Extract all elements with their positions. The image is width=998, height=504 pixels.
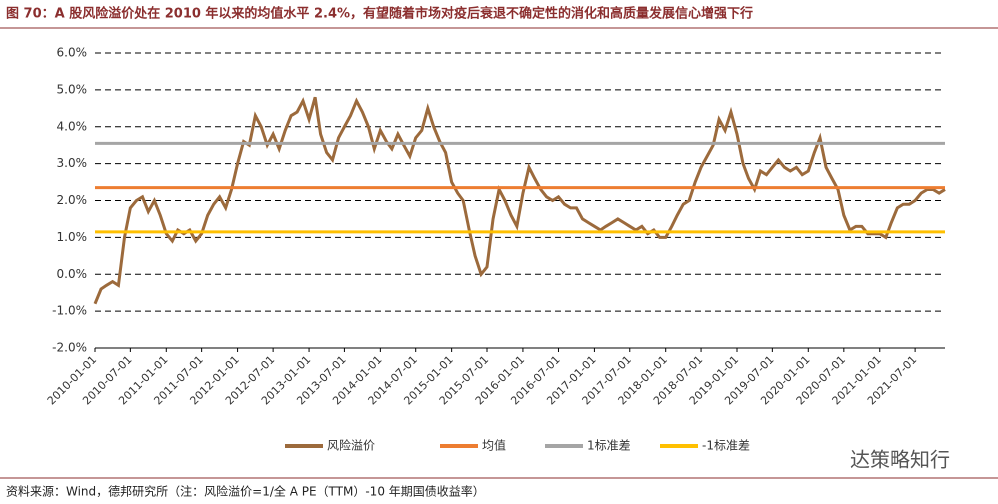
legend-label: 均值 (482, 438, 506, 453)
source-note: 资料来源：Wind，德邦研究所（注：风险溢价=1/全 A PE（TTM）-10 … (6, 484, 485, 499)
data-line (93, 96, 946, 305)
y-tick-label: 6.0% (57, 46, 88, 60)
legend-label: 风险溢价 (327, 438, 375, 453)
watermark: 达策略知行 (850, 448, 950, 472)
y-tick-label: 4.0% (57, 119, 88, 133)
legend-label: 1标准差 (587, 439, 631, 453)
chart-title: 图 70：A 股风险溢价处在 2010 年以来的均值水平 2.4%，有望随着市场… (6, 6, 753, 22)
y-tick-label: -1.0% (52, 304, 87, 318)
legend-label: -1标准差 (702, 439, 750, 453)
y-tick-label: 1.0% (57, 230, 88, 244)
y-tick-label: 2.0% (57, 193, 88, 207)
y-tick-label: 0.0% (57, 267, 88, 281)
y-tick-label: -2.0% (52, 341, 87, 355)
y-tick-label: 5.0% (57, 82, 88, 96)
y-tick-label: 3.0% (57, 156, 88, 170)
